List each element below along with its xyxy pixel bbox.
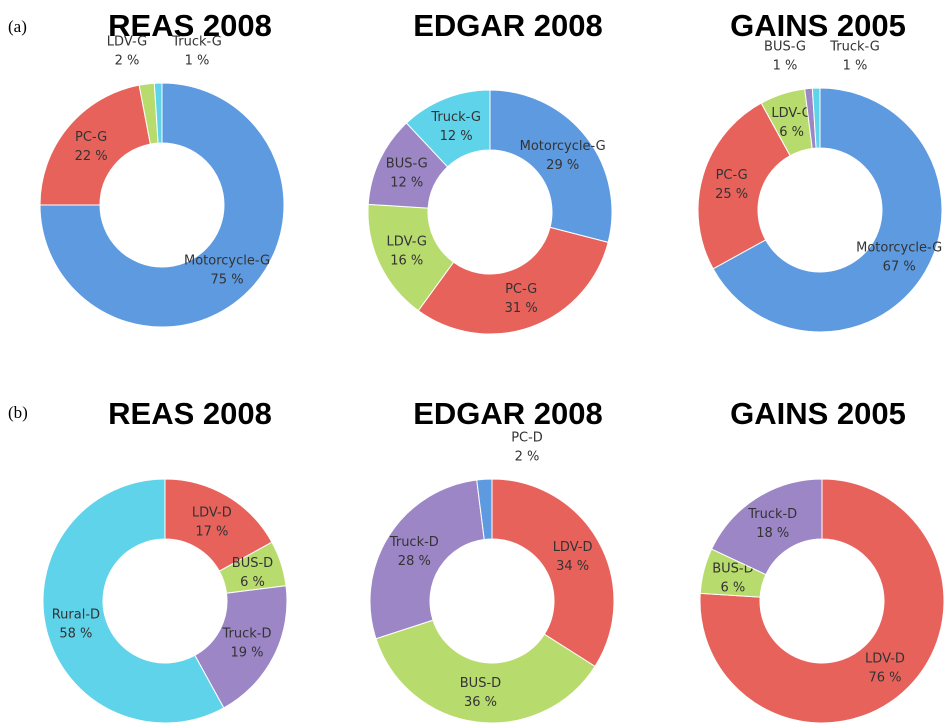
slice-value: 36 % bbox=[464, 695, 497, 710]
donut-slice bbox=[375, 619, 596, 723]
slice-label: PC-G bbox=[505, 282, 537, 297]
slice-label: BUS-D bbox=[460, 676, 501, 691]
slice-value: 22 % bbox=[75, 149, 108, 164]
slice-value: 75 % bbox=[211, 273, 244, 288]
panel-label: (b) bbox=[8, 403, 28, 422]
slice-label: LDV-G bbox=[771, 106, 811, 121]
slice-label: PC-G bbox=[716, 168, 748, 183]
slice-value: 34 % bbox=[556, 559, 589, 574]
slice-label: Truck-D bbox=[389, 535, 439, 550]
donut-slice bbox=[476, 478, 493, 541]
slice-label: Motorcycle-G bbox=[184, 254, 270, 269]
chart-title: EDGAR 2008 bbox=[413, 8, 603, 43]
slice-label: Motorcycle-G bbox=[856, 240, 942, 255]
slice-label: BUS-G bbox=[764, 40, 806, 55]
donut-slice bbox=[369, 479, 485, 640]
slice-label: PC-G bbox=[75, 130, 107, 145]
slice-value: 17 % bbox=[195, 524, 228, 539]
slice-label: Truck-D bbox=[221, 626, 271, 641]
slice-value: 1 % bbox=[773, 59, 798, 74]
panel-label: (a) bbox=[8, 17, 27, 36]
donut-slice bbox=[405, 89, 491, 168]
chart-title: EDGAR 2008 bbox=[413, 396, 603, 431]
slice-label: LDV-G bbox=[107, 35, 147, 50]
chart-title: GAINS 2005 bbox=[730, 8, 906, 43]
donut-slice bbox=[42, 478, 225, 723]
slice-value: 58 % bbox=[59, 626, 92, 641]
slice-value: 19 % bbox=[230, 645, 263, 660]
slice-label: Truck-G bbox=[171, 35, 222, 50]
slice-label: BUS-D bbox=[232, 556, 273, 571]
slice-label: Rural-D bbox=[52, 607, 100, 622]
slice-label: Truck-D bbox=[747, 507, 797, 522]
chart-title: GAINS 2005 bbox=[730, 396, 906, 431]
slice-value: 12 % bbox=[390, 175, 423, 190]
slice-label: PC-D bbox=[511, 431, 543, 446]
donut-slice bbox=[489, 89, 613, 243]
donut-slice bbox=[811, 87, 821, 149]
slice-label: LDV-D bbox=[865, 652, 905, 667]
slice-value: 2 % bbox=[515, 450, 540, 465]
slice-value: 6 % bbox=[240, 575, 265, 590]
chart-title: REAS 2008 bbox=[108, 8, 272, 43]
slice-value: 6 % bbox=[779, 125, 804, 140]
slice-value: 25 % bbox=[715, 187, 748, 202]
slice-value: 16 % bbox=[390, 254, 423, 269]
slice-value: 6 % bbox=[721, 581, 746, 596]
slice-value: 1 % bbox=[185, 54, 210, 69]
slice-label: Motorcycle-G bbox=[520, 139, 606, 154]
slice-label: LDV-D bbox=[192, 505, 232, 520]
slice-label: BUS-D bbox=[712, 562, 753, 577]
donut-slice bbox=[491, 478, 615, 668]
chart-title: REAS 2008 bbox=[108, 396, 272, 431]
slice-value: 18 % bbox=[756, 526, 789, 541]
donut-slice bbox=[712, 87, 943, 333]
slice-value: 67 % bbox=[883, 259, 916, 274]
slice-value: 76 % bbox=[868, 671, 901, 686]
slice-label: Truck-G bbox=[829, 40, 880, 55]
slice-label: LDV-G bbox=[387, 235, 427, 250]
donut-slice bbox=[697, 102, 791, 270]
donut-slice bbox=[153, 82, 163, 144]
donut-slice bbox=[417, 226, 609, 335]
slice-value: 12 % bbox=[440, 129, 473, 144]
slice-value: 28 % bbox=[398, 554, 431, 569]
slice-value: 1 % bbox=[843, 59, 868, 74]
slice-label: Truck-G bbox=[430, 110, 481, 125]
slice-value: 29 % bbox=[546, 158, 579, 173]
donut-slice bbox=[39, 84, 151, 206]
slice-label: BUS-G bbox=[386, 156, 428, 171]
slice-value: 31 % bbox=[505, 301, 538, 316]
slice-value: 2 % bbox=[115, 54, 140, 69]
slice-label: LDV-D bbox=[553, 540, 593, 555]
donut-slice bbox=[39, 82, 285, 328]
donut-slice bbox=[699, 478, 944, 723]
donut-slice bbox=[710, 478, 823, 576]
